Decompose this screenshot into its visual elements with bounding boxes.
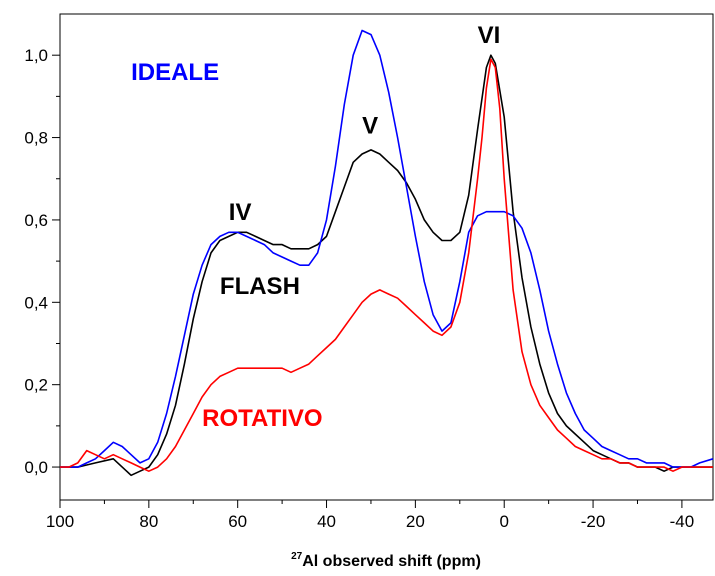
- series-rotativo-line: [60, 58, 713, 473]
- annotation-flash: FLASH: [220, 273, 300, 300]
- x-axis-title: 27Al observed shift (ppm): [291, 551, 481, 570]
- y-tick-label: 0,6: [24, 211, 48, 230]
- series-ideale-line: [60, 29, 714, 468]
- series-flash-line: [60, 54, 713, 477]
- annotation-vi: VI: [478, 22, 501, 49]
- axes: 100 80 60 40 20 0 -20 -40 0,0 0,2 0,4 0,6 0,8 1,0: [24, 13, 714, 531]
- y-tick-label: 0,0: [24, 458, 48, 477]
- x-tick-label: 0: [499, 512, 508, 531]
- annotation-iv: IV: [229, 199, 252, 226]
- y-tick-label: 1,0: [24, 46, 48, 65]
- series-group: [60, 29, 714, 477]
- x-axis-title-text: Al observed shift (ppm): [302, 553, 481, 570]
- annotation-ideale: IDEALE: [131, 59, 219, 86]
- x-tick-label: 100: [46, 512, 74, 531]
- x-tick-label: -40: [670, 512, 695, 531]
- annotations-group: IDEALE V VI IV FLASH ROTATIVO: [131, 22, 500, 432]
- x-tick-label: 40: [317, 512, 336, 531]
- x-tick-label: 20: [406, 512, 425, 531]
- x-tick-label: 60: [228, 512, 247, 531]
- x-tick-label: 80: [139, 512, 158, 531]
- x-axis-title-superscript: 27: [291, 551, 303, 562]
- x-tick-label: -20: [581, 512, 606, 531]
- y-tick-label: 0,8: [24, 129, 48, 148]
- y-tick-label: 0,2: [24, 376, 48, 395]
- annotation-rotativo: ROTATIVO: [202, 405, 322, 432]
- y-tick-label: 0,4: [24, 293, 48, 312]
- annotation-v: V: [362, 112, 378, 139]
- plot-frame: [59, 13, 714, 501]
